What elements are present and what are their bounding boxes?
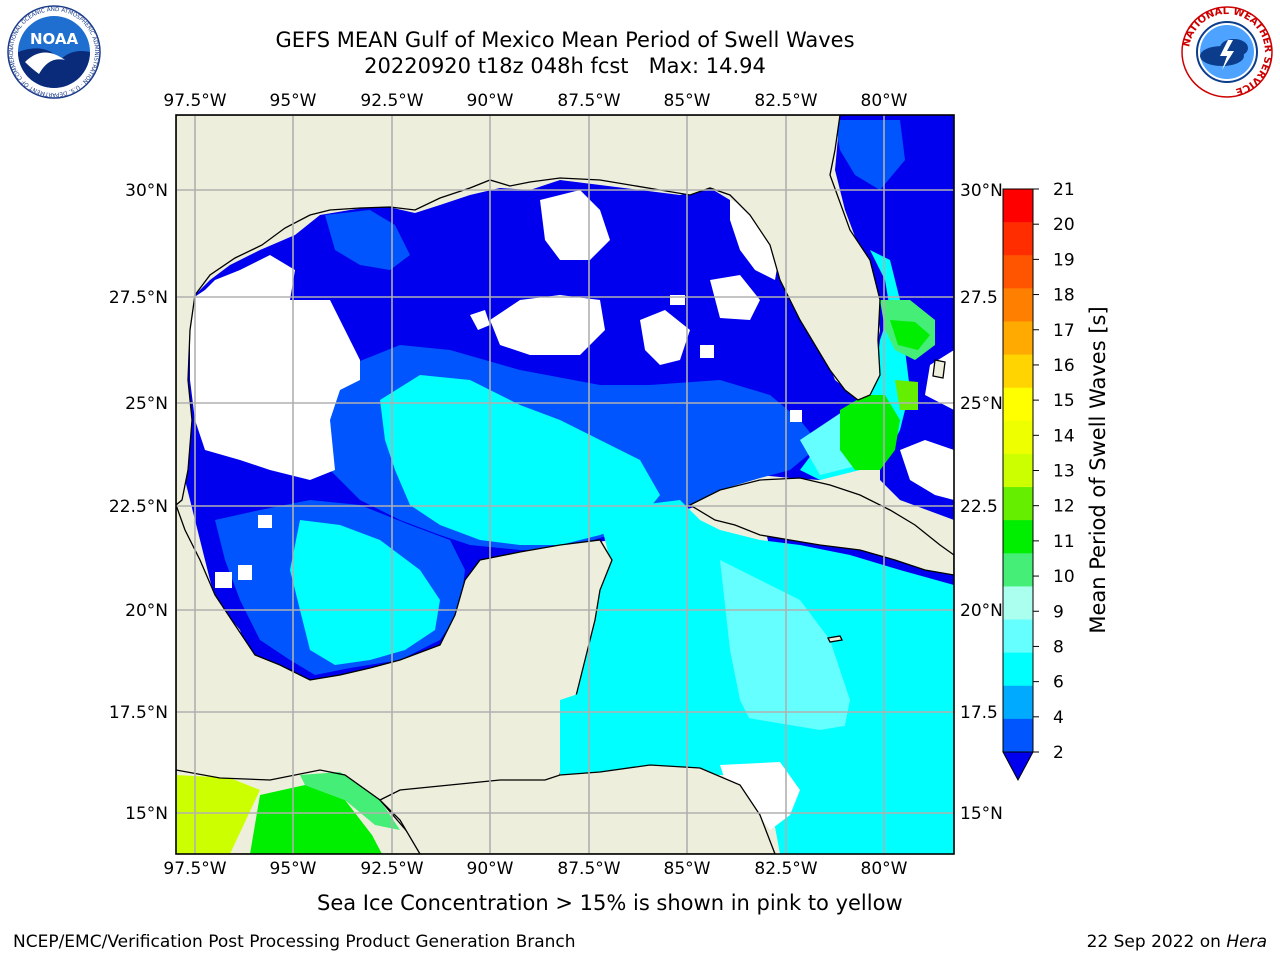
lat-tick-right: 30°N — [960, 181, 1003, 201]
lat-tick-right: 25°N — [960, 394, 1003, 414]
colorbar-label: 19 — [1053, 250, 1075, 270]
colorbar-segment — [1003, 553, 1033, 587]
atlantic-mid-blue — [835, 120, 905, 190]
colorbar-label: 17 — [1053, 321, 1075, 341]
lon-tick-bottom: 80°W — [861, 859, 908, 879]
lat-tick-right: 20°N — [960, 601, 1003, 621]
lon-tick-bottom: 95°W — [270, 859, 317, 879]
bahamas-green-area — [840, 395, 900, 470]
colorbar-segment — [1003, 387, 1033, 422]
colorbar-segment — [1003, 685, 1033, 720]
colorbar-label: 8 — [1053, 637, 1064, 657]
colorbar-segment — [1003, 718, 1033, 753]
footer-host: Hera — [1226, 932, 1267, 952]
lat-tick-right: 27.5 — [960, 288, 998, 308]
lon-tick-top: 80°W — [861, 91, 908, 111]
lat-tick-right: 17.5 — [960, 703, 998, 723]
lon-tick-bottom: 85°W — [664, 859, 711, 879]
footer-credit: NCEP/EMC/Verification Post Processing Pr… — [13, 932, 576, 952]
lon-tick-top: 87.5°W — [557, 91, 620, 111]
colorbar-segment — [1003, 222, 1033, 256]
us-mainland — [176, 115, 881, 506]
cuba — [688, 477, 954, 576]
lat-tick-left: 27.5°N — [109, 288, 168, 308]
nws-logo: NATIONAL WEATHER SERVICE — [1181, 6, 1273, 98]
lat-tick-left: 20°N — [125, 601, 168, 621]
central-america — [378, 764, 776, 854]
lat-tick-right: 22.5 — [960, 497, 998, 517]
pacific-green-2 — [250, 785, 382, 854]
colorbar-segment — [1003, 354, 1033, 389]
colorbar-label: 20 — [1053, 215, 1075, 235]
colorbar-label: 10 — [1053, 567, 1075, 587]
colorbar-segment — [1003, 652, 1033, 687]
colorbar-segment — [1003, 619, 1033, 654]
svg-text:NOAA: NOAA — [30, 30, 79, 48]
colorbar-label: 9 — [1053, 602, 1064, 622]
pacific-yellow-green-2 — [176, 775, 260, 854]
map-title: GEFS MEAN Gulf of Mexico Mean Period of … — [275, 28, 855, 52]
lon-tick-bottom: 82.5°W — [754, 859, 817, 879]
colorbar-label: 15 — [1053, 391, 1075, 411]
lon-tick-top: 90°W — [467, 91, 514, 111]
lon-tick-top: 97.5°W — [163, 91, 226, 111]
tick-labels: 97.5°W 97.5°W 95°W 95°W 92.5°W 92.5°W 90°W 90°W… — [109, 91, 1003, 879]
bahamas-green-north — [890, 320, 930, 350]
colorbar: 21 20 19 18 17 16 15 14 13 12 11 10 9 8 6 4 2 — [1002, 180, 1075, 782]
colorbar-label: 12 — [1053, 497, 1075, 517]
campeche-cyan — [290, 520, 440, 665]
lon-tick-top: 95°W — [270, 91, 317, 111]
lon-tick-bottom: 92.5°W — [360, 859, 423, 879]
colorbar-segment — [1003, 586, 1033, 621]
graticule — [176, 115, 954, 854]
colorbar-extension — [1002, 751, 1034, 782]
lat-tick-left: 15°N — [125, 804, 168, 824]
gulf-cyan-swath — [380, 375, 660, 545]
colorbar-segment — [1003, 255, 1033, 289]
lat-tick-right: 15°N — [960, 804, 1003, 824]
colorbar-label: 13 — [1053, 462, 1075, 482]
pacific-light-green — [300, 772, 400, 830]
colorbar-segment — [1003, 520, 1033, 554]
grand-cayman-island — [827, 635, 843, 643]
lon-tick-bottom: 87.5°W — [557, 859, 620, 879]
colorbar-segment — [1003, 487, 1033, 521]
colorbar-segment — [1003, 453, 1033, 488]
colorbar-segment — [1003, 189, 1033, 223]
bahamas-island — [932, 359, 946, 379]
lat-tick-left: 30°N — [125, 181, 168, 201]
colorbar-label: 4 — [1053, 708, 1064, 728]
gulf-northwest-mid-blue — [325, 210, 410, 270]
lon-tick-bottom: 90°W — [467, 859, 514, 879]
lon-tick-top: 92.5°W — [360, 91, 423, 111]
colorbar-segment — [1003, 321, 1033, 356]
map-field — [176, 115, 954, 854]
lon-tick-top: 85°W — [664, 91, 711, 111]
colorbar-title: Mean Period of Swell Waves [s] — [1086, 306, 1110, 634]
colorbar-segment — [1003, 420, 1033, 455]
colorbar-label: 16 — [1053, 356, 1075, 376]
colorbar-label: 2 — [1053, 743, 1064, 763]
colorbar-label: 18 — [1053, 286, 1075, 306]
colorbar-segment — [1003, 288, 1033, 322]
lat-tick-left: 22.5°N — [109, 497, 168, 517]
colorbar-label: 14 — [1053, 426, 1075, 446]
map-frame — [175, 114, 955, 855]
colorbar-label: 21 — [1053, 180, 1075, 200]
lon-tick-top: 82.5°W — [754, 91, 817, 111]
lat-tick-left: 17.5°N — [109, 703, 168, 723]
map-subtitle: 20220920 t18z 048h fcst Max: 14.94 — [364, 54, 766, 78]
lat-tick-left: 25°N — [125, 394, 168, 414]
footer-date: 22 Sep 2022 on Hera — [1086, 932, 1267, 952]
colorbar-label: 11 — [1053, 532, 1075, 552]
noaa-logo: NOAA NATIONAL OCEANIC AND ATMOSPHERIC AD… — [3, 4, 101, 99]
colorbar-label: 6 — [1053, 673, 1064, 693]
lon-tick-bottom: 97.5°W — [163, 859, 226, 879]
